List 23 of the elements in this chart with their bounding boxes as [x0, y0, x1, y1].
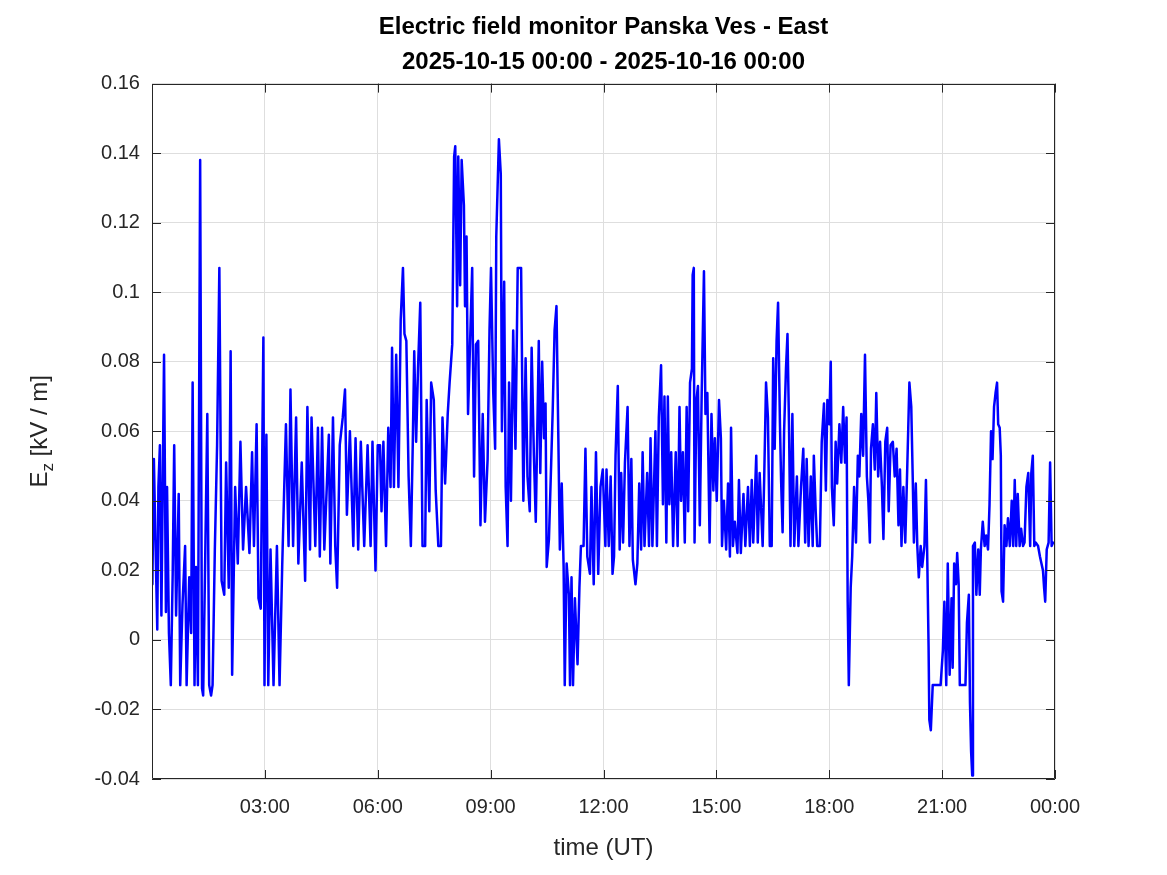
y-tick-label: 0.04	[101, 488, 140, 511]
x-tick-label: 12:00	[578, 794, 629, 817]
y-tick-label: 0.16	[101, 71, 140, 94]
y-axis-title: Ez [kV / m]	[24, 375, 57, 488]
chart-title: Electric field monitor Panska Ves - East	[378, 12, 829, 40]
x-tick-label: 18:00	[804, 794, 855, 817]
y-tick-label: 0.1	[112, 279, 140, 302]
y-tick-label: 0.06	[101, 418, 140, 441]
x-tick-label: 06:00	[352, 794, 403, 817]
y-tick-label: 0	[128, 627, 140, 650]
x-tick-label: 21:00	[917, 794, 968, 817]
x-axis-title: time (UT)	[553, 833, 654, 861]
x-tick-label: 00:00	[1029, 794, 1081, 817]
y-tick-label: 0.14	[101, 140, 140, 163]
y-tick-label: 0.08	[101, 349, 140, 372]
y-tick-label: -0.02	[94, 696, 140, 719]
y-tick-label: -0.04	[94, 766, 140, 789]
x-tick-label: 03:00	[239, 794, 290, 817]
x-tick-label: 15:00	[691, 794, 742, 817]
y-tick-label: 0.02	[101, 557, 140, 580]
y-tick-label: 0.12	[101, 210, 140, 233]
x-tick-label: 09:00	[465, 794, 516, 817]
chart-subtitle: 2025-10-15 00:00 - 2025-10-16 00:00	[402, 46, 805, 74]
